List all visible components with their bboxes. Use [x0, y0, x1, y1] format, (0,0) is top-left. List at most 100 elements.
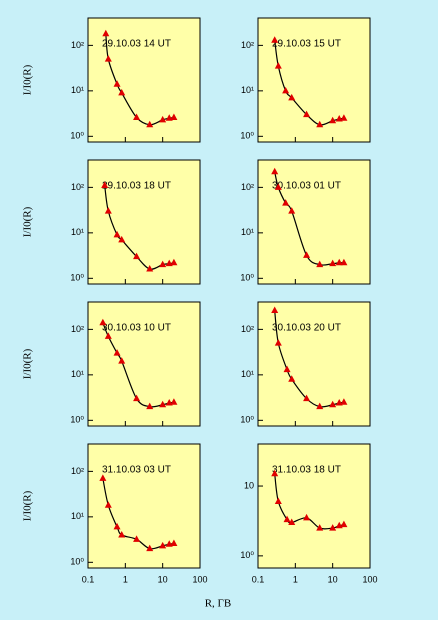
data-point — [283, 365, 291, 373]
data-point — [271, 167, 279, 175]
data-point — [288, 375, 296, 382]
data-point — [159, 115, 167, 123]
panel-title: 31.10.03 03 UT — [102, 465, 171, 476]
y-tick-label: 10¹ — [241, 227, 254, 237]
data-point — [170, 113, 178, 120]
panel-title: 29.10.03 14 UT — [102, 39, 171, 50]
data-point — [159, 260, 167, 268]
y-tick-label: 10¹ — [71, 85, 84, 95]
x-tick-label: 100 — [192, 574, 207, 584]
data-point — [329, 116, 337, 124]
y-tick-label: 10¹ — [71, 369, 84, 379]
y-tick-label: 10⁰ — [240, 415, 254, 425]
data-point — [288, 518, 296, 526]
data-point — [282, 86, 290, 94]
data-point — [99, 318, 107, 326]
y-tick-label: 10 — [244, 480, 254, 490]
data-point — [113, 230, 121, 238]
data-point — [146, 402, 154, 410]
data-point — [146, 544, 154, 552]
data-point — [274, 497, 282, 505]
panel-title: 30.10.03 01 UT — [272, 181, 341, 192]
data-point — [340, 398, 348, 405]
panel-title: 30.10.03 10 UT — [102, 323, 171, 334]
y-tick-label: 10² — [241, 324, 254, 334]
x-tick-label: 10 — [328, 574, 338, 584]
data-point — [271, 306, 279, 314]
data-point — [133, 113, 141, 120]
x-tick-label: 10 — [158, 574, 168, 584]
y-tick-label: 10² — [71, 466, 84, 476]
y-tick-label: 10¹ — [241, 369, 254, 379]
data-point — [335, 258, 343, 266]
y-tick-label: 10⁰ — [70, 415, 84, 425]
panel-title: 29.10.03 18 UT — [102, 181, 171, 192]
x-tick-label: 1 — [293, 574, 298, 584]
data-point — [159, 400, 167, 408]
y-tick-label: 10¹ — [71, 511, 84, 521]
data-point — [283, 515, 291, 523]
panel — [87, 443, 201, 569]
data-point — [104, 501, 112, 508]
y-tick-label: 10² — [71, 182, 84, 192]
data-point — [170, 398, 178, 405]
data-point — [118, 530, 126, 538]
data-point — [340, 520, 348, 528]
x-tick-label: 1 — [123, 574, 128, 584]
y-tick-label: 10⁰ — [70, 273, 84, 283]
data-point — [146, 120, 154, 128]
data-point — [329, 259, 337, 267]
y-tick-label: 10¹ — [71, 227, 84, 237]
y-axis-label: I/I0(R) — [22, 348, 34, 379]
data-point — [113, 349, 121, 356]
y-tick-label: 10¹ — [241, 85, 254, 95]
data-point — [99, 474, 107, 481]
data-point — [303, 394, 311, 402]
data-point — [104, 207, 112, 214]
y-axis-label: I/I0(R) — [22, 64, 34, 95]
data-point — [133, 252, 141, 260]
panel — [257, 301, 371, 427]
data-point — [271, 469, 279, 477]
data-point — [146, 265, 154, 272]
data-point — [104, 332, 112, 339]
data-point — [104, 55, 112, 62]
data-point — [159, 541, 167, 549]
data-point — [340, 258, 348, 266]
panel — [257, 159, 371, 285]
y-tick-label: 10⁰ — [240, 550, 254, 560]
panel — [257, 443, 371, 569]
y-tick-label: 10⁰ — [240, 273, 254, 283]
data-point — [133, 394, 141, 402]
y-tick-label: 10² — [241, 182, 254, 192]
data-point — [113, 80, 121, 87]
data-point — [316, 402, 324, 410]
data-point — [170, 539, 178, 546]
data-point — [316, 120, 324, 128]
panel-title: 31.10.03 18 UT — [272, 465, 341, 476]
data-point — [329, 400, 337, 408]
data-point — [282, 199, 290, 206]
panel-title: 30.10.03 20 UT — [272, 323, 341, 334]
data-point — [118, 235, 126, 243]
data-point — [288, 93, 296, 101]
data-point — [288, 207, 296, 214]
data-point — [118, 88, 126, 96]
data-point — [271, 36, 279, 43]
panel — [87, 301, 201, 427]
data-point — [303, 513, 311, 521]
y-axis-label: I/I0(R) — [22, 206, 34, 237]
y-tick-label: 10⁰ — [70, 131, 84, 141]
data-point — [303, 110, 311, 118]
x-tick-label: 0.1 — [82, 574, 95, 584]
data-point — [170, 258, 178, 266]
data-point — [133, 535, 141, 542]
y-axis-label: I/I0(R) — [22, 490, 34, 521]
y-tick-label: 10⁰ — [70, 557, 84, 567]
x-tick-label: 100 — [362, 574, 377, 584]
data-point — [113, 522, 121, 530]
data-point — [303, 251, 311, 258]
